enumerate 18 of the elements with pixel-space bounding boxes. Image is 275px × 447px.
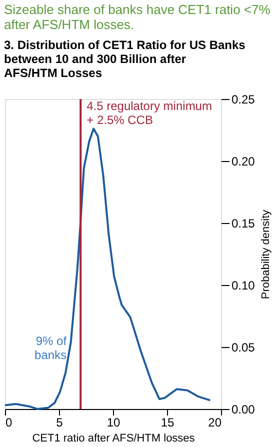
y-axis-title: Probability density (260, 209, 272, 300)
y-tick-label: 0.10 (232, 278, 256, 292)
y-tick-label: 0.15 (232, 216, 256, 230)
x-tick-label: 5 (56, 416, 64, 430)
x-tick-label: 10 (106, 416, 120, 430)
y-tick-label: 0.20 (232, 154, 256, 168)
x-axis-title: CET1 ratio after AFS/HTM losses (32, 432, 196, 444)
x-tick-label: 20 (208, 416, 222, 430)
x-tick-label: 15 (160, 416, 174, 430)
annotation: 9% of banks (34, 334, 68, 362)
chart-title: Sizeable share of banks have CET1 ratio <7% after AFS/HTM losses. (4, 2, 271, 32)
y-tick-label: 0.00 (232, 402, 256, 416)
chart-subtitle: 3. Distribution of CET1 Ratio for US Banks between 10 and 300 Billion after AFS/HTM Losses (4, 38, 246, 80)
y-tick-label: 0.25 (232, 92, 256, 106)
y-tick-label: 0.05 (232, 340, 256, 354)
x-tick-label: 0 (6, 416, 12, 430)
ref-line-label: 4.5 regulatory minimum + 2.5% CCB (86, 99, 212, 127)
line-series (4, 128, 212, 410)
